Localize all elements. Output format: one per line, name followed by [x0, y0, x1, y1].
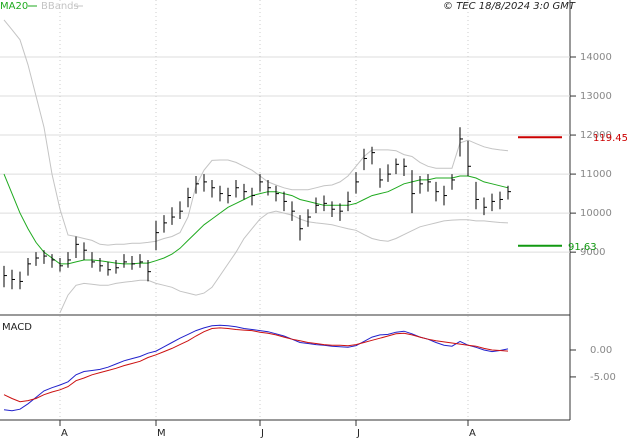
level-label: 91.63	[568, 242, 597, 253]
y-tick-label: -5.00	[590, 372, 616, 383]
y-tick-label: 11000	[580, 169, 612, 180]
macd-line	[3, 327, 509, 403]
source-note: © TEC 18/8/2024 3:0 GMT	[443, 1, 576, 12]
y-tick-label: 0.00	[590, 345, 612, 356]
x-tick-label: A	[469, 428, 476, 439]
macd-title: MACD	[2, 322, 32, 333]
x-tick-label: M	[157, 428, 166, 439]
y-tick-label: 13000	[580, 91, 612, 102]
level-label: 119.45	[593, 133, 627, 144]
legend-label: MA20	[0, 1, 28, 12]
y-tick-label: 9000	[580, 247, 605, 258]
macd-line	[3, 324, 509, 412]
band-line	[59, 210, 509, 313]
x-tick-label: A	[61, 428, 68, 439]
ma-line	[3, 173, 509, 265]
band-line	[3, 19, 509, 246]
legend-label: BBands	[41, 1, 79, 12]
x-tick-label: J	[356, 428, 360, 439]
y-tick-label: 10000	[580, 208, 612, 219]
y-tick-label: 14000	[580, 52, 612, 63]
x-tick-label: J	[260, 428, 264, 439]
y-tick-label: 12000	[580, 130, 612, 141]
